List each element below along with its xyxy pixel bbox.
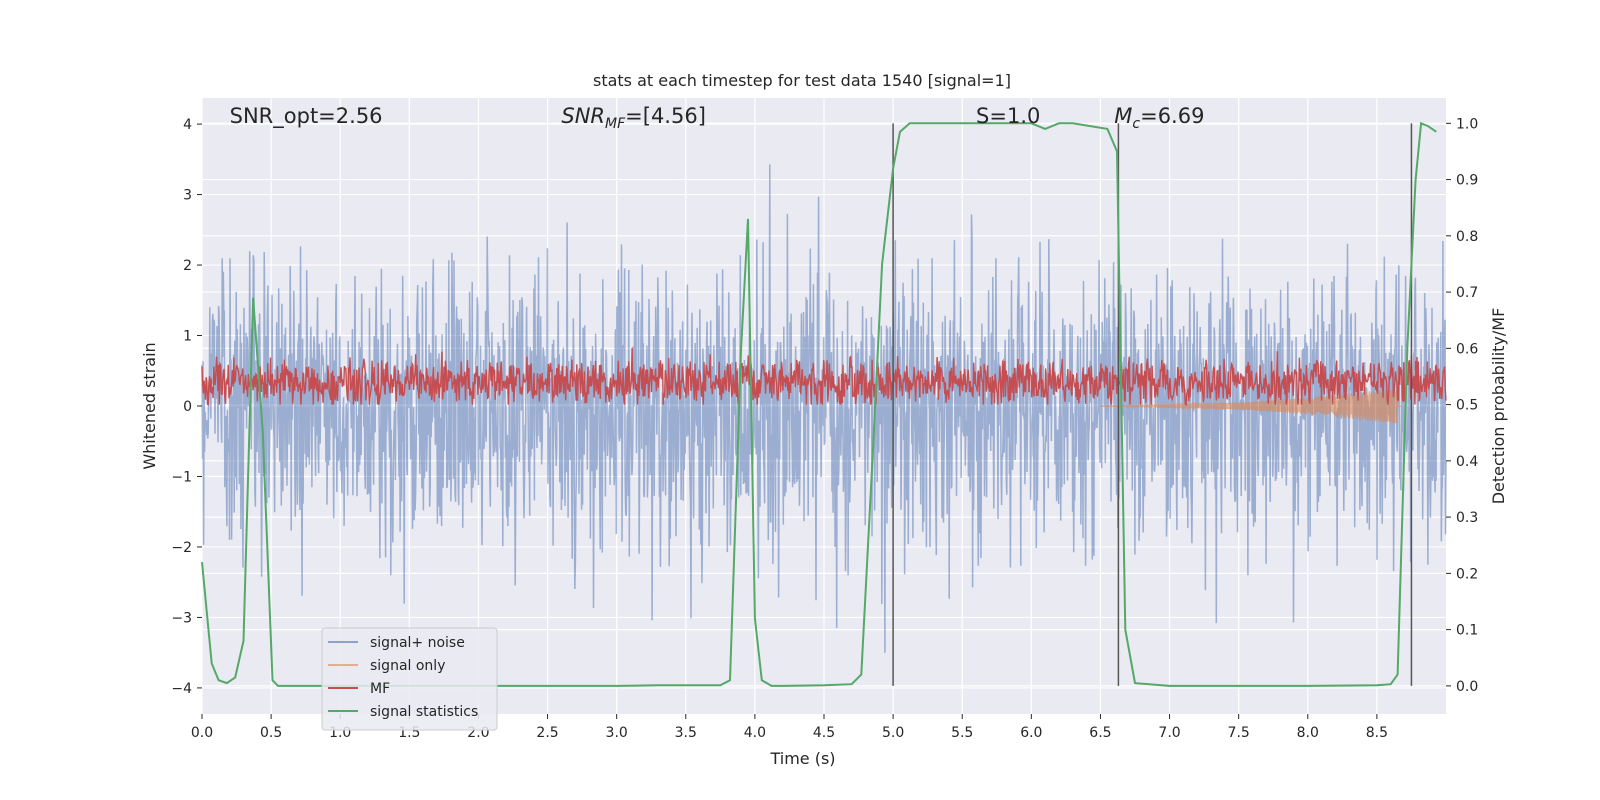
x-tick-label: 8.0	[1297, 725, 1319, 741]
annotation-main: S	[976, 104, 989, 128]
x-tick-label: 6.0	[1020, 725, 1042, 741]
annotation-suffix: =1.0	[989, 104, 1040, 128]
x-tick-label: 7.5	[1228, 725, 1250, 741]
series-mf	[201, 347, 1447, 407]
annotation-text: SNRMF=[4.56]	[561, 104, 706, 132]
x-tick-label: 3.0	[606, 725, 628, 741]
y-tick-label: 1	[183, 329, 192, 345]
annotation-suffix: =6.69	[1140, 104, 1204, 128]
legend-label: signal statistics	[370, 704, 478, 720]
legend-box	[321, 627, 498, 731]
y-tick-label: −4	[171, 681, 192, 697]
legend-label: MF	[370, 681, 390, 697]
x-tick-label: 3.5	[675, 725, 697, 741]
x-tick-label: 4.5	[813, 725, 835, 741]
x-tick-label: 8.5	[1366, 725, 1388, 741]
y2-tick-label: 0.2	[1456, 566, 1478, 582]
annotation-main: M	[1114, 104, 1132, 128]
y-tick-label: −2	[171, 540, 192, 556]
x-tick-label: 7.0	[1158, 725, 1180, 741]
x-tick-label: 6.5	[1089, 725, 1111, 741]
annotation-main: SNR	[561, 104, 605, 128]
chart-title: stats at each timestep for test data 154…	[593, 71, 1011, 90]
series-signal-noise	[201, 164, 1447, 653]
y2-tick-label: 0.6	[1456, 341, 1478, 357]
y-axis-label: Whitened strain	[140, 342, 159, 469]
y2-tick-label: 1.0	[1456, 116, 1478, 132]
mf-trace	[201, 347, 1447, 407]
annotation-suffix: =[4.56]	[625, 104, 706, 128]
annotation-text: Mc=6.69	[1114, 104, 1204, 132]
y-tick-label: 0	[183, 399, 192, 415]
signal-only-trace	[1100, 389, 1402, 424]
y-tick-label: 4	[183, 117, 192, 133]
y2-axis-label: Detection probability/MF	[1489, 308, 1508, 505]
annotation-text: SNR_opt=2.56	[230, 104, 383, 129]
y2-tick-label: 0.5	[1456, 398, 1478, 414]
y-tick-label: −3	[171, 610, 192, 626]
y-tick-label: −1	[171, 469, 192, 485]
annotation-main: SNR_opt=2.56	[230, 104, 383, 129]
y2-tick-label: 0.0	[1456, 679, 1478, 695]
annotation-subscript: c	[1132, 116, 1140, 132]
legend-label: signal only	[370, 658, 445, 674]
y2-tick-label: 0.7	[1456, 285, 1478, 301]
x-axis-label: Time (s)	[769, 749, 835, 768]
y2-tick-label: 0.1	[1456, 623, 1478, 639]
x-tick-label: 0.0	[191, 725, 213, 741]
x-tick-label: 0.5	[260, 725, 282, 741]
annotation-text: S=1.0	[976, 104, 1040, 128]
y2-tick-label: 0.9	[1456, 173, 1478, 189]
x-tick-label: 5.5	[951, 725, 973, 741]
x-tick-label: 5.0	[882, 725, 904, 741]
legend-label: signal+ noise	[370, 635, 465, 651]
x-tick-label: 2.5	[536, 725, 558, 741]
y2-tick-label: 0.4	[1456, 454, 1478, 470]
x-tick-label: 4.0	[744, 725, 766, 741]
noise-trace	[201, 164, 1447, 653]
annotation-subscript: MF	[605, 116, 626, 132]
series-signal-statistics	[201, 121, 1437, 687]
series-signal-only	[1100, 389, 1402, 424]
y2-tick-label: 0.3	[1456, 510, 1478, 526]
y-tick-label: 3	[183, 188, 192, 204]
legend: signal+ noise signal only MF signal statist…	[321, 627, 498, 731]
annotations: SNR_opt=2.56 SNRMF=[4.56] S=1.0 Mc=6.69	[230, 104, 1205, 132]
y-tick-label: 2	[183, 258, 192, 274]
signal-statistics-trace	[201, 121, 1437, 687]
y2-tick-label: 0.8	[1456, 229, 1478, 245]
